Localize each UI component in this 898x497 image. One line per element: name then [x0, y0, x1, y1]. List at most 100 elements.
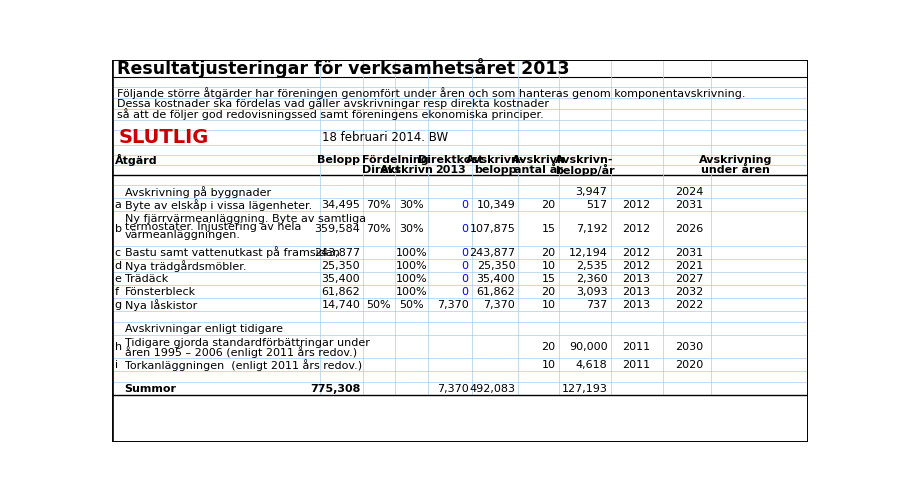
Text: h: h — [115, 342, 122, 352]
Text: 20: 20 — [541, 248, 556, 257]
Text: antal år: antal år — [515, 165, 563, 175]
Text: 0: 0 — [462, 287, 469, 297]
Text: 70%: 70% — [366, 224, 392, 234]
Text: Fördelning: Fördelning — [362, 155, 429, 165]
Text: åren 1995 – 2006 (enligt 2011 års redov.): åren 1995 – 2006 (enligt 2011 års redov.… — [125, 346, 357, 358]
Text: värmeanläggningen.: värmeanläggningen. — [125, 230, 241, 240]
Text: Trädäck: Trädäck — [125, 274, 168, 284]
Text: 775,308: 775,308 — [310, 384, 360, 394]
Text: 7,370: 7,370 — [437, 300, 469, 310]
Text: 2011: 2011 — [622, 342, 650, 352]
Text: 70%: 70% — [366, 200, 392, 210]
Text: 2013: 2013 — [622, 274, 650, 284]
Text: 10: 10 — [541, 360, 556, 370]
Text: 2012: 2012 — [622, 248, 651, 257]
Text: 12,194: 12,194 — [568, 248, 607, 257]
Text: 2012: 2012 — [622, 200, 651, 210]
Text: Ny fjärrvärmeanläggning. Byte av samtliga: Ny fjärrvärmeanläggning. Byte av samtlig… — [125, 214, 365, 225]
Text: 2020: 2020 — [675, 360, 703, 370]
Text: termostater. Injustering av hela: termostater. Injustering av hela — [125, 222, 301, 232]
Text: 127,193: 127,193 — [561, 384, 607, 394]
Text: 35,400: 35,400 — [321, 274, 360, 284]
Text: a: a — [115, 200, 121, 210]
Text: 3,947: 3,947 — [576, 187, 607, 197]
Text: belopp/år: belopp/år — [555, 164, 614, 176]
Text: 90,000: 90,000 — [568, 342, 607, 352]
Text: 2024: 2024 — [675, 187, 703, 197]
Text: Torkanläggningen  (enligt 2011 års redov.): Torkanläggningen (enligt 2011 års redov.… — [125, 359, 362, 371]
Text: 3,093: 3,093 — [576, 287, 607, 297]
Text: 30%: 30% — [400, 200, 424, 210]
Text: 14,740: 14,740 — [321, 300, 360, 310]
Text: 10,349: 10,349 — [477, 200, 515, 210]
Text: d: d — [115, 260, 122, 270]
Text: Fönsterbleck: Fönsterbleck — [125, 287, 196, 297]
Text: 100%: 100% — [396, 248, 427, 257]
Text: c: c — [115, 248, 120, 257]
Text: 2012: 2012 — [622, 260, 651, 270]
Text: under åren: under åren — [701, 165, 770, 175]
Text: 2021: 2021 — [675, 260, 703, 270]
Text: 2011: 2011 — [622, 360, 650, 370]
Text: 517: 517 — [586, 200, 607, 210]
Text: 61,862: 61,862 — [477, 287, 515, 297]
Text: 737: 737 — [586, 300, 607, 310]
Text: 20: 20 — [541, 287, 556, 297]
Text: 30%: 30% — [400, 224, 424, 234]
Text: Följande större åtgärder har föreningen genomfört under åren och som hanteras ge: Följande större åtgärder har föreningen … — [117, 87, 745, 99]
Text: i: i — [115, 360, 118, 370]
Text: 2027: 2027 — [675, 274, 703, 284]
Text: 50%: 50% — [366, 300, 392, 310]
Text: 359,584: 359,584 — [314, 224, 360, 234]
Text: 7,192: 7,192 — [576, 224, 607, 234]
Text: 2032: 2032 — [675, 287, 703, 297]
Text: Avskrivn: Avskrivn — [512, 155, 566, 165]
Text: e: e — [115, 274, 121, 284]
Text: Resultatjusteringar för verksamhetsåret 2013: Resultatjusteringar för verksamhetsåret … — [117, 58, 569, 78]
Text: 7,370: 7,370 — [437, 384, 469, 394]
Text: Åtgärd: Åtgärd — [115, 154, 158, 166]
Text: belopp: belopp — [474, 165, 516, 175]
Text: 25,350: 25,350 — [477, 260, 515, 270]
Text: 20: 20 — [541, 200, 556, 210]
Text: 2012: 2012 — [622, 224, 651, 234]
Text: g: g — [115, 300, 122, 310]
Text: 2013: 2013 — [435, 165, 465, 175]
Text: Nya trädgårdsmöbler.: Nya trädgårdsmöbler. — [125, 259, 246, 271]
Text: 7,370: 7,370 — [483, 300, 515, 310]
Text: 2031: 2031 — [675, 248, 703, 257]
Text: Avskrivn-: Avskrivn- — [555, 155, 614, 165]
Text: Avskrivn-: Avskrivn- — [466, 155, 524, 165]
Text: 100%: 100% — [396, 274, 427, 284]
Text: Direkt: Direkt — [362, 165, 401, 175]
Text: 0: 0 — [462, 200, 469, 210]
Text: 2030: 2030 — [675, 342, 703, 352]
Text: 2,535: 2,535 — [576, 260, 607, 270]
Text: 243,877: 243,877 — [469, 248, 515, 257]
Text: Summor: Summor — [125, 384, 177, 394]
Text: 34,495: 34,495 — [321, 200, 360, 210]
Text: f: f — [115, 287, 119, 297]
Text: Tidigare gjorda standardförbättringar under: Tidigare gjorda standardförbättringar un… — [125, 338, 369, 348]
Text: 10: 10 — [541, 260, 556, 270]
Text: 2026: 2026 — [675, 224, 703, 234]
Text: 35,400: 35,400 — [477, 274, 515, 284]
Text: 18 februari 2014. BW: 18 februari 2014. BW — [321, 131, 447, 144]
Text: 100%: 100% — [396, 287, 427, 297]
Text: 2013: 2013 — [622, 300, 650, 310]
Text: 492,083: 492,083 — [470, 384, 515, 394]
Text: Byte av elskåp i vissa lägenheter.: Byte av elskåp i vissa lägenheter. — [125, 199, 312, 211]
Text: 4,618: 4,618 — [576, 360, 607, 370]
Text: 2,360: 2,360 — [576, 274, 607, 284]
Text: 15: 15 — [541, 224, 556, 234]
Text: 2013: 2013 — [622, 287, 650, 297]
Text: 0: 0 — [462, 260, 469, 270]
Text: Avskrivn: Avskrivn — [380, 165, 434, 175]
Text: Avskrivning: Avskrivning — [699, 155, 772, 165]
Text: Direktkost: Direktkost — [418, 155, 483, 165]
Text: 0: 0 — [462, 224, 469, 234]
Text: 61,862: 61,862 — [321, 287, 360, 297]
Text: 20: 20 — [541, 342, 556, 352]
Text: Nya låskistor: Nya låskistor — [125, 299, 197, 311]
Text: b: b — [115, 224, 121, 234]
